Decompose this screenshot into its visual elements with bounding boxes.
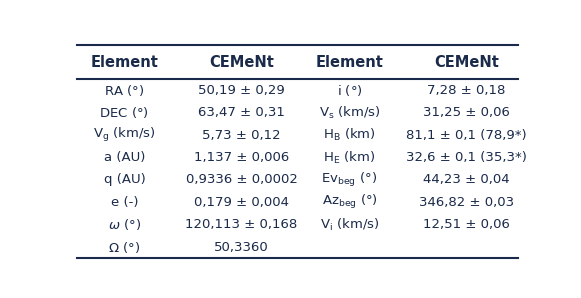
Text: 12,51 ± 0,06: 12,51 ± 0,06 — [423, 218, 510, 231]
Text: 0,179 ± 0,004: 0,179 ± 0,004 — [194, 196, 289, 209]
Text: Az$_\mathregular{beg}$ ($\degree$): Az$_\mathregular{beg}$ ($\degree$) — [321, 193, 378, 211]
Text: 5,73 ± 0,12: 5,73 ± 0,12 — [202, 129, 281, 142]
Text: 32,6 ± 0,1 (35,3*): 32,6 ± 0,1 (35,3*) — [406, 151, 527, 164]
Text: q (AU): q (AU) — [103, 173, 145, 187]
Text: Element: Element — [315, 55, 383, 69]
Text: i ($\degree$): i ($\degree$) — [337, 83, 363, 98]
Text: 31,25 ± 0,06: 31,25 ± 0,06 — [423, 106, 510, 119]
Text: 7,28 ± 0,18: 7,28 ± 0,18 — [428, 84, 506, 97]
Text: $\Omega$ ($\degree$): $\Omega$ ($\degree$) — [108, 240, 141, 254]
Text: V$_\mathregular{i}$ (km/s): V$_\mathregular{i}$ (km/s) — [320, 217, 379, 233]
Text: 50,3360: 50,3360 — [214, 240, 269, 254]
Text: CEMeNt: CEMeNt — [434, 55, 499, 69]
Text: 81,1 ± 0,1 (78,9*): 81,1 ± 0,1 (78,9*) — [406, 129, 527, 142]
Text: V$_\mathregular{g}$ (km/s): V$_\mathregular{g}$ (km/s) — [93, 126, 156, 144]
Text: RA ($\degree$): RA ($\degree$) — [104, 83, 145, 98]
Text: H$_\mathregular{E}$ (km): H$_\mathregular{E}$ (km) — [324, 150, 376, 166]
Text: e (-): e (-) — [110, 196, 138, 209]
Text: 0,9336 ± 0,0002: 0,9336 ± 0,0002 — [185, 173, 297, 187]
Text: 346,82 ± 0,03: 346,82 ± 0,03 — [419, 196, 514, 209]
Text: a (AU): a (AU) — [104, 151, 145, 164]
Text: 63,47 ± 0,31: 63,47 ± 0,31 — [198, 106, 285, 119]
Text: H$_\mathregular{B}$ (km): H$_\mathregular{B}$ (km) — [323, 127, 376, 143]
Text: $\omega$ ($\degree$): $\omega$ ($\degree$) — [108, 217, 141, 232]
Text: 50,19 ± 0,29: 50,19 ± 0,29 — [198, 84, 285, 97]
Text: 44,23 ± 0,04: 44,23 ± 0,04 — [424, 173, 510, 187]
Text: CEMeNt: CEMeNt — [209, 55, 274, 69]
Text: V$_\mathregular{s}$ (km/s): V$_\mathregular{s}$ (km/s) — [319, 105, 381, 121]
Text: DEC ($\degree$): DEC ($\degree$) — [99, 105, 149, 120]
Text: Ev$_\mathregular{beg}$ ($\degree$): Ev$_\mathregular{beg}$ ($\degree$) — [321, 171, 378, 189]
Text: 1,137 ± 0,006: 1,137 ± 0,006 — [194, 151, 289, 164]
Text: 120,113 ± 0,168: 120,113 ± 0,168 — [185, 218, 297, 231]
Text: Element: Element — [91, 55, 159, 69]
